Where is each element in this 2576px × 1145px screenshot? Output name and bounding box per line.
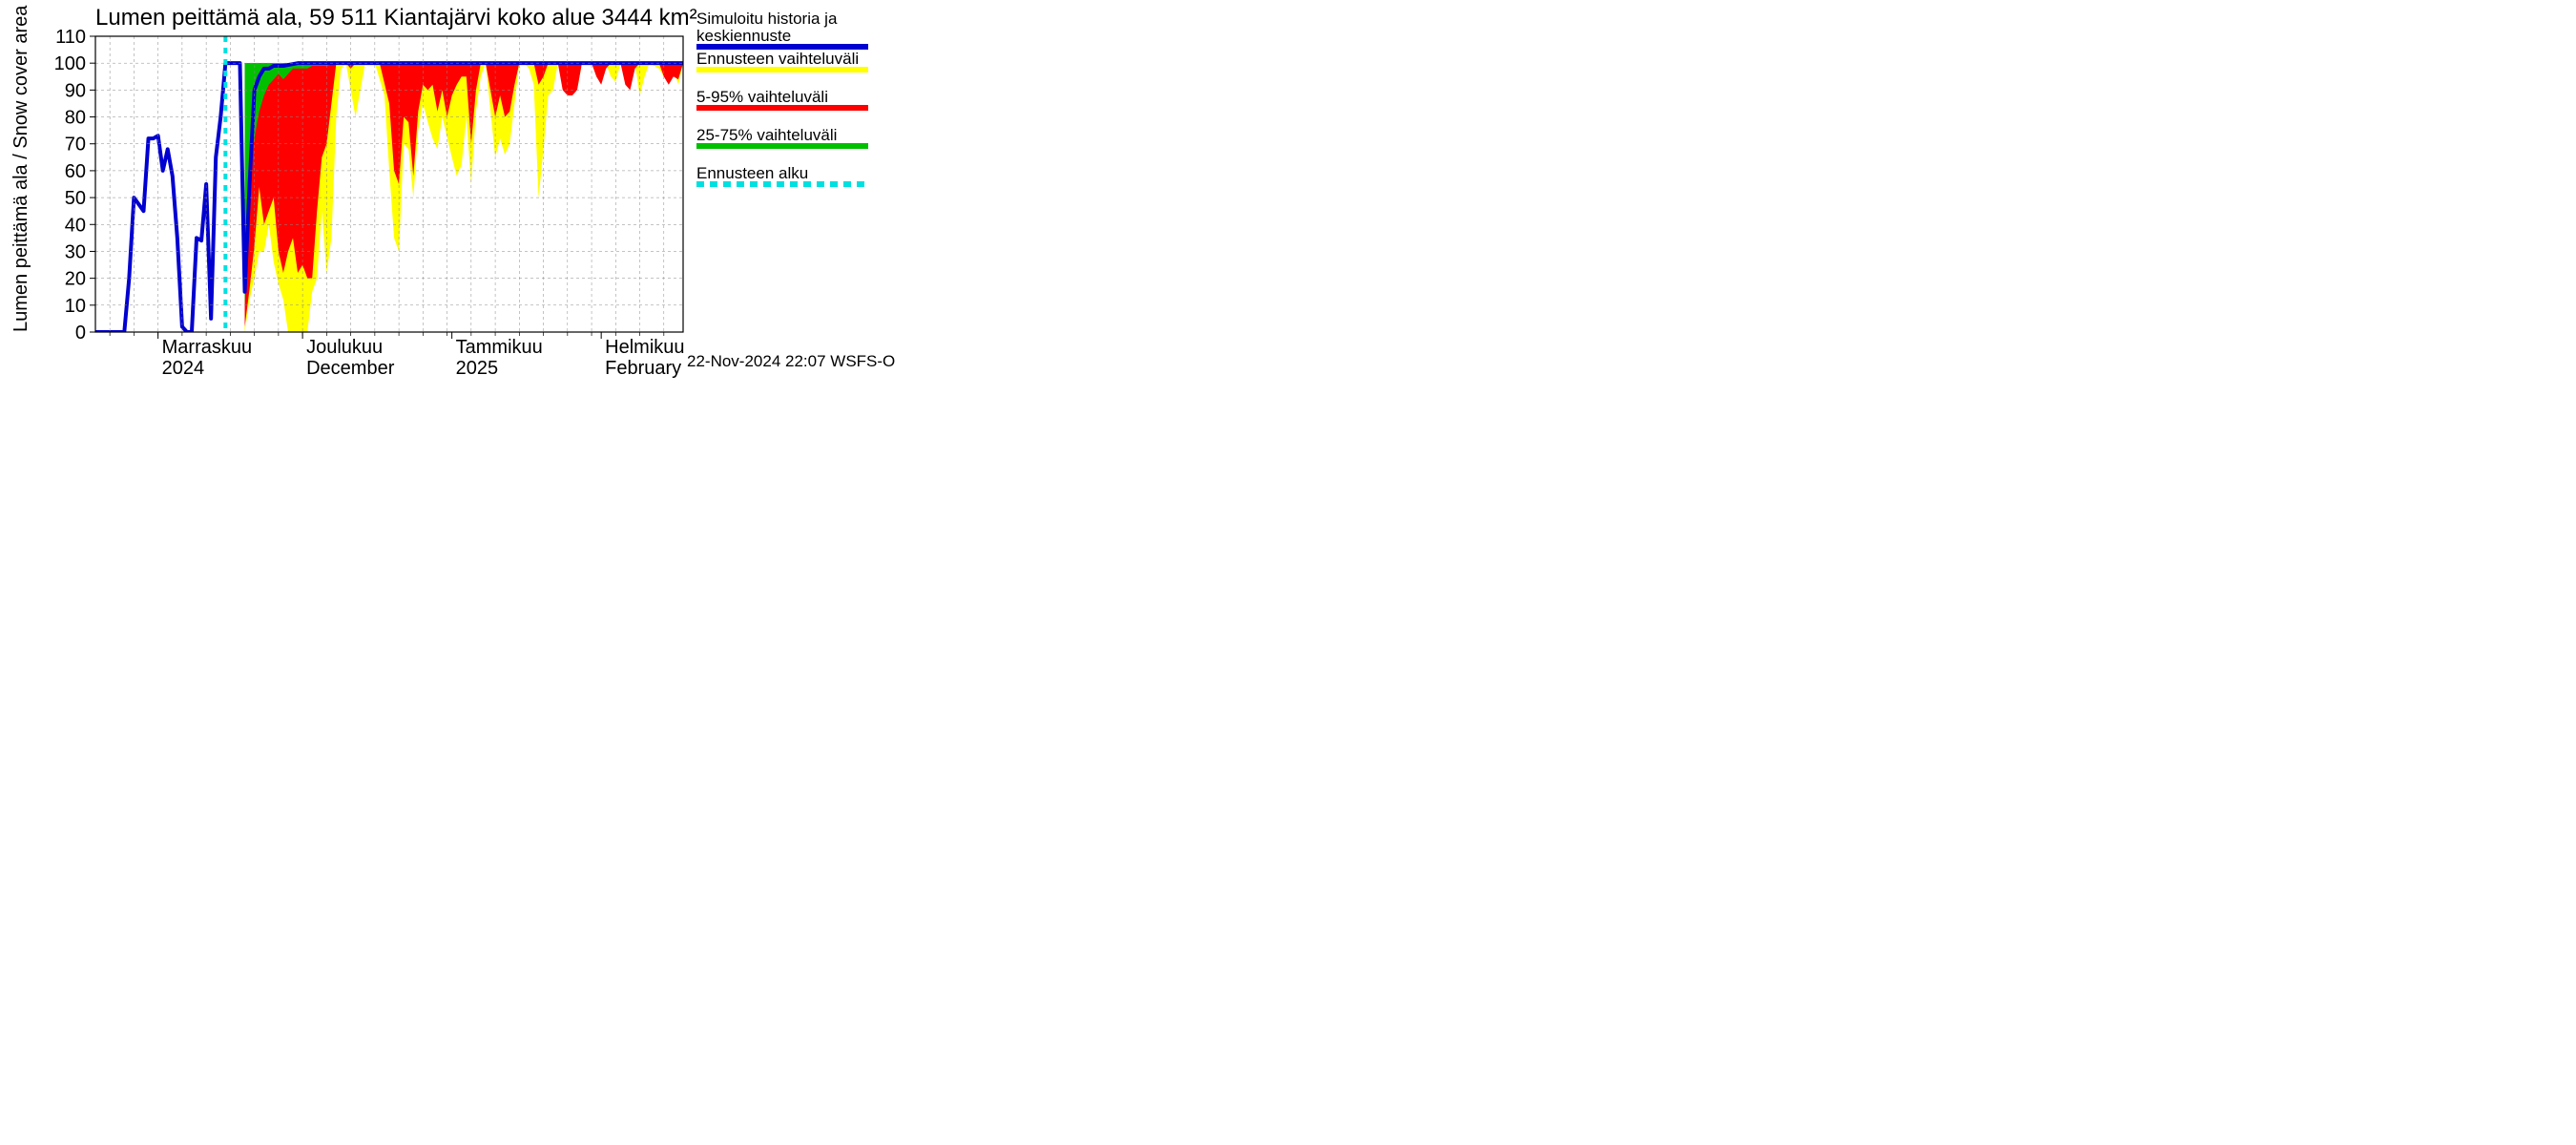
svg-text:40: 40 <box>65 215 86 236</box>
svg-text:Helmikuu: Helmikuu <box>605 337 684 358</box>
y-axis-label: Lumen peittämä ala / Snow cover area % <box>10 0 31 332</box>
legend-label: Ennusteen alku <box>696 164 808 182</box>
legend-label: Ennusteen vaihteluväli <box>696 50 859 68</box>
svg-text:Tammikuu: Tammikuu <box>456 337 543 358</box>
legend-label: keskiennuste <box>696 27 791 45</box>
svg-text:70: 70 <box>65 135 86 156</box>
svg-text:20: 20 <box>65 269 86 290</box>
svg-text:10: 10 <box>65 296 86 317</box>
legend-label: 25-75% vaihteluväli <box>696 126 837 144</box>
svg-text:50: 50 <box>65 188 86 209</box>
svg-text:0: 0 <box>75 323 86 344</box>
svg-text:2025: 2025 <box>456 358 499 379</box>
chart-title: Lumen peittämä ala, 59 511 Kiantajärvi k… <box>95 5 697 31</box>
svg-text:90: 90 <box>65 80 86 101</box>
svg-text:February: February <box>605 358 681 379</box>
svg-text:60: 60 <box>65 161 86 182</box>
footer-timestamp: 22-Nov-2024 22:07 WSFS-O <box>687 352 895 370</box>
svg-text:30: 30 <box>65 241 86 262</box>
legend-label: Simuloitu historia ja <box>696 10 838 28</box>
legend-label: 5-95% vaihteluväli <box>696 88 828 106</box>
svg-text:100: 100 <box>54 53 86 74</box>
svg-text:80: 80 <box>65 108 86 129</box>
svg-text:110: 110 <box>55 27 86 48</box>
svg-text:Marraskuu: Marraskuu <box>162 337 252 358</box>
svg-text:2024: 2024 <box>162 358 205 379</box>
svg-text:Joulukuu: Joulukuu <box>306 337 383 358</box>
svg-text:December: December <box>306 358 395 379</box>
